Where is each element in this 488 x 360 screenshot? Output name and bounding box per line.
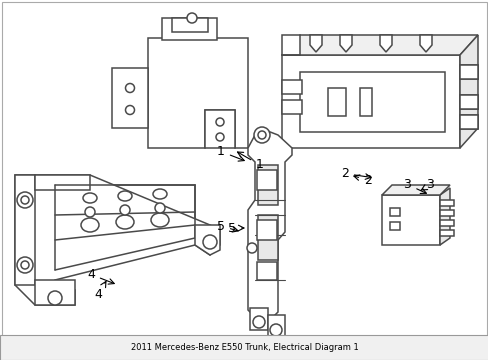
Text: 1: 1 — [217, 145, 244, 161]
Circle shape — [216, 133, 224, 141]
Ellipse shape — [83, 193, 97, 203]
Polygon shape — [309, 35, 321, 52]
Bar — [282, 80, 302, 94]
Bar — [0, 335, 488, 360]
Polygon shape — [381, 185, 449, 195]
Polygon shape — [247, 130, 291, 322]
Bar — [282, 100, 302, 114]
Text: 5: 5 — [227, 221, 244, 234]
Polygon shape — [419, 35, 431, 52]
Bar — [327, 88, 346, 116]
Bar — [439, 200, 453, 206]
Circle shape — [17, 192, 33, 208]
Ellipse shape — [153, 189, 167, 199]
Circle shape — [120, 205, 130, 215]
Bar — [257, 170, 276, 190]
Circle shape — [186, 13, 197, 23]
Polygon shape — [267, 315, 285, 337]
Bar — [389, 222, 399, 230]
Text: 3: 3 — [420, 179, 433, 192]
Polygon shape — [459, 95, 477, 109]
Polygon shape — [381, 195, 439, 245]
Polygon shape — [195, 225, 220, 255]
Polygon shape — [459, 115, 477, 129]
Polygon shape — [35, 280, 75, 305]
Circle shape — [216, 118, 224, 126]
Text: 2: 2 — [353, 174, 371, 186]
Circle shape — [269, 324, 282, 336]
Ellipse shape — [118, 191, 132, 201]
Polygon shape — [15, 175, 220, 305]
Polygon shape — [249, 308, 267, 330]
Bar — [389, 208, 399, 216]
Polygon shape — [282, 35, 477, 55]
Polygon shape — [35, 175, 90, 190]
Text: 3: 3 — [403, 178, 426, 193]
Circle shape — [21, 196, 29, 204]
Circle shape — [125, 84, 134, 93]
Text: 2011 Mercedes-Benz E550 Trunk, Electrical Diagram 1: 2011 Mercedes-Benz E550 Trunk, Electrica… — [130, 343, 358, 352]
Polygon shape — [459, 35, 477, 148]
Bar — [459, 65, 477, 79]
Circle shape — [125, 105, 134, 114]
Circle shape — [258, 131, 265, 139]
Polygon shape — [258, 165, 278, 205]
Polygon shape — [282, 55, 459, 148]
Polygon shape — [112, 68, 148, 128]
Circle shape — [21, 261, 29, 269]
Text: 1: 1 — [237, 152, 264, 171]
Bar — [439, 230, 453, 236]
Circle shape — [246, 243, 257, 253]
Polygon shape — [148, 38, 247, 148]
Bar — [459, 115, 477, 129]
Circle shape — [252, 316, 264, 328]
Polygon shape — [55, 185, 195, 270]
Text: 2: 2 — [340, 167, 370, 180]
Circle shape — [48, 291, 62, 305]
Polygon shape — [339, 35, 351, 52]
Polygon shape — [439, 188, 449, 245]
Ellipse shape — [116, 215, 134, 229]
Ellipse shape — [81, 218, 99, 232]
Circle shape — [253, 127, 269, 143]
Bar — [257, 262, 276, 280]
Circle shape — [203, 235, 217, 249]
Bar — [299, 72, 444, 132]
Text: 4: 4 — [87, 268, 114, 284]
Text: 5: 5 — [217, 220, 238, 233]
Bar — [359, 88, 371, 116]
Bar — [172, 18, 207, 32]
Text: 4: 4 — [94, 282, 106, 302]
Circle shape — [17, 257, 33, 273]
Bar — [459, 95, 477, 109]
Circle shape — [155, 203, 164, 213]
Circle shape — [85, 207, 95, 217]
Bar — [282, 35, 299, 55]
Bar — [439, 220, 453, 226]
Bar — [439, 210, 453, 216]
Polygon shape — [204, 110, 235, 148]
Polygon shape — [15, 175, 35, 285]
Polygon shape — [258, 215, 278, 260]
Polygon shape — [379, 35, 391, 52]
Ellipse shape — [151, 213, 169, 227]
Polygon shape — [459, 65, 477, 79]
Bar — [162, 18, 217, 40]
Bar — [257, 220, 276, 240]
